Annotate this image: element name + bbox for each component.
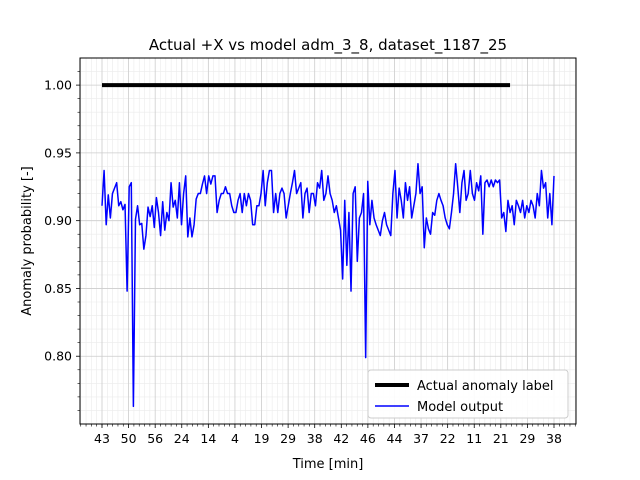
legend-box — [367, 369, 569, 419]
x-tick-label: 29 — [519, 431, 535, 446]
legend: Actual anomaly label Model output — [367, 369, 569, 419]
y-tick-label: 0.85 — [44, 281, 72, 296]
x-tick-label: 19 — [254, 431, 270, 446]
y-tick-label: 1.00 — [44, 78, 72, 93]
x-tick-label: 46 — [360, 431, 376, 446]
x-tick-label: 38 — [546, 431, 562, 446]
plot-frame — [79, 57, 577, 425]
x-tick-label: 24 — [174, 431, 190, 446]
y-axis-ticks: 0.80 0.85 0.90 0.95 1.00 — [44, 71, 80, 411]
x-tick-label: 11 — [466, 431, 482, 446]
y-axis-title: Anomaly probability [-] — [20, 166, 35, 315]
x-tick-label: 43 — [94, 431, 110, 446]
minor-grid — [80, 58, 576, 424]
x-tick-label: 37 — [413, 431, 429, 446]
series-layer — [101, 83, 555, 408]
x-tick-label: 44 — [387, 431, 403, 446]
y-tick-label: 0.80 — [44, 349, 72, 364]
series-line-model-output — [101, 162, 555, 408]
x-axis-title: Time [min] — [292, 457, 364, 472]
major-grid — [80, 58, 576, 424]
y-tick-label: 0.95 — [44, 145, 72, 160]
x-tick-label: 21 — [493, 431, 509, 446]
legend-label-model-output: Model output — [417, 400, 503, 415]
x-tick-label: 56 — [147, 431, 163, 446]
y-tick-label: 0.90 — [44, 213, 72, 228]
x-tick-label: 22 — [440, 431, 456, 446]
x-axis-ticks: 43 50 56 24 14 4 19 29 38 42 46 44 37 22 11 21 29 38 — [80, 424, 576, 446]
chart-title: Actual +X vs model adm_3_8, dataset_1187… — [149, 36, 507, 55]
x-tick-label: 29 — [280, 431, 296, 446]
x-tick-label: 50 — [121, 431, 137, 446]
x-tick-label: 42 — [333, 431, 349, 446]
x-tick-label: 38 — [307, 431, 323, 446]
x-tick-label: 4 — [231, 431, 239, 446]
x-tick-label: 14 — [200, 431, 216, 446]
legend-label-actual: Actual anomaly label — [417, 379, 554, 394]
